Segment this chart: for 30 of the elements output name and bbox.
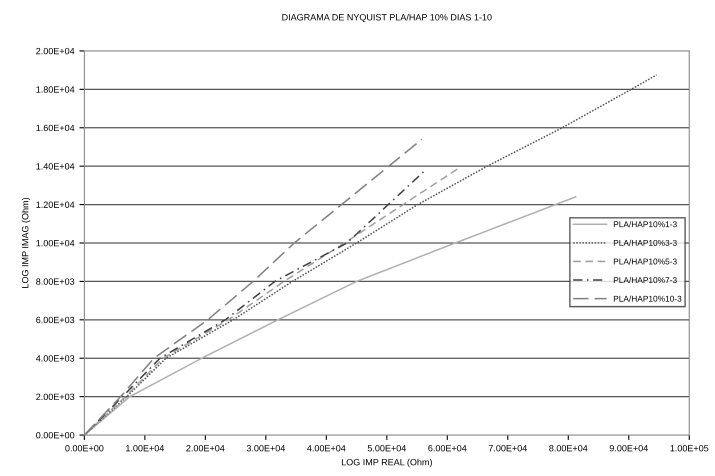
x-axis-title: LOG IMP REAL (Ohm) [342,458,432,468]
y-tick-label: 8.00E+03 [36,278,74,285]
x-tick-label: 1.00E+04 [126,445,164,452]
x-tick-label: 5.00E+04 [368,445,406,452]
y-tick-label: 1.60E+04 [36,124,74,132]
x-tick-label: 7.00E+04 [488,445,527,452]
x-tick-label: 9.00E+04 [610,445,648,452]
x-tick-label: 8.00E+04 [549,445,588,452]
y-tick-label: 1.80E+04 [36,86,74,93]
y-tick-label: 1.40E+04 [36,163,74,170]
legend-label: PLA/HAP10%5-3 [614,258,677,264]
x-tick-label: 0.00E+00 [65,445,104,452]
y-tick-label: 0.00E+00 [36,432,74,438]
x-tick-label: 4.00E+04 [307,445,346,452]
legend-label: PLA/HAP10%10-3 [614,296,682,302]
y-tick-label: 1.00E+04 [36,240,74,246]
legend-label: PLA/HAP10%3-3 [614,240,677,246]
y-tick-label: 2.00E+04 [36,48,74,54]
y-tick-label: 2.00E+03 [36,394,74,400]
legend-label: PLA/HAP10%1-3 [614,221,677,228]
y-tick-label: 4.00E+03 [36,355,74,362]
y-tick-label: 1.20E+04 [36,202,74,208]
y-axis-title: LOG IMP IMAG (Ohm) [22,198,30,288]
x-tick-label: 1.00E+05 [670,445,708,452]
x-tick-label: 6.00E+04 [428,445,466,452]
x-tick-label: 2.00E+04 [186,445,225,452]
legend-label: PLA/HAP10%7-3 [614,276,677,284]
chart-title: DIAGRAMA DE NYQUIST PLA/HAP 10% DIAS 1-10 [282,14,492,22]
x-tick-label: 3.00E+04 [246,445,286,452]
y-tick-label: 6.00E+03 [36,316,74,324]
